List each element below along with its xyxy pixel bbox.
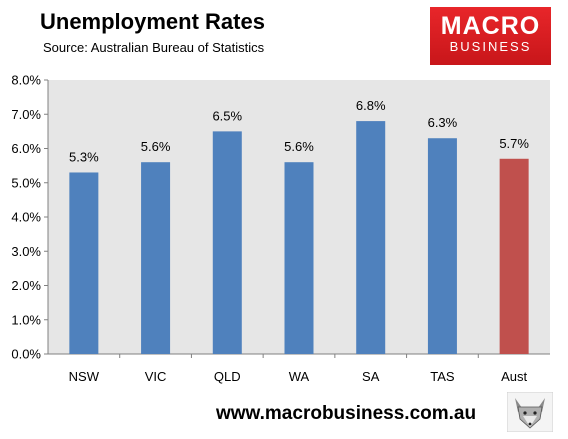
bar-aust xyxy=(499,158,529,354)
data-label: 5.6% xyxy=(141,139,171,154)
footer-url: www.macrobusiness.com.au xyxy=(216,403,477,424)
y-tick-label: 5.0% xyxy=(11,175,41,190)
y-tick-label: 7.0% xyxy=(11,107,41,122)
bar-qld xyxy=(212,131,242,354)
bar-wa xyxy=(284,162,314,354)
x-tick-label: QLD xyxy=(214,369,241,384)
logo-line-2: BUSINESS xyxy=(449,39,532,54)
x-tick-label: WA xyxy=(289,369,310,384)
logo-line-1: MACRO xyxy=(440,12,541,40)
y-tick-label: 4.0% xyxy=(11,210,41,225)
data-label: 5.3% xyxy=(69,149,99,164)
chart-subtitle: Source: Australian Bureau of Statistics xyxy=(43,40,265,55)
fox-mascot-icon xyxy=(507,392,553,432)
data-label: 5.7% xyxy=(499,136,529,151)
x-tick-label: SA xyxy=(362,369,380,384)
x-tick-label: NSW xyxy=(69,369,100,384)
data-label: 6.3% xyxy=(428,115,458,130)
y-tick-label: 8.0% xyxy=(11,73,41,88)
data-label: 6.8% xyxy=(356,98,386,113)
x-tick-label: VIC xyxy=(145,369,167,384)
x-tick-label: TAS xyxy=(430,369,455,384)
bar-sa xyxy=(356,121,386,354)
bar-tas xyxy=(427,138,457,354)
y-tick-label: 1.0% xyxy=(11,312,41,327)
y-tick-label: 6.0% xyxy=(11,141,41,156)
chart-title: Unemployment Rates xyxy=(40,9,265,34)
macrobusiness-logo: MACRO BUSINESS xyxy=(430,7,551,65)
y-tick-label: 3.0% xyxy=(11,244,41,259)
y-tick-label: 2.0% xyxy=(11,278,41,293)
data-label: 6.5% xyxy=(212,108,242,123)
x-tick-label: Aust xyxy=(501,369,527,384)
data-label: 5.6% xyxy=(284,139,314,154)
bar-vic xyxy=(141,162,171,354)
bar-nsw xyxy=(69,172,99,354)
y-tick-label: 0.0% xyxy=(11,347,41,362)
